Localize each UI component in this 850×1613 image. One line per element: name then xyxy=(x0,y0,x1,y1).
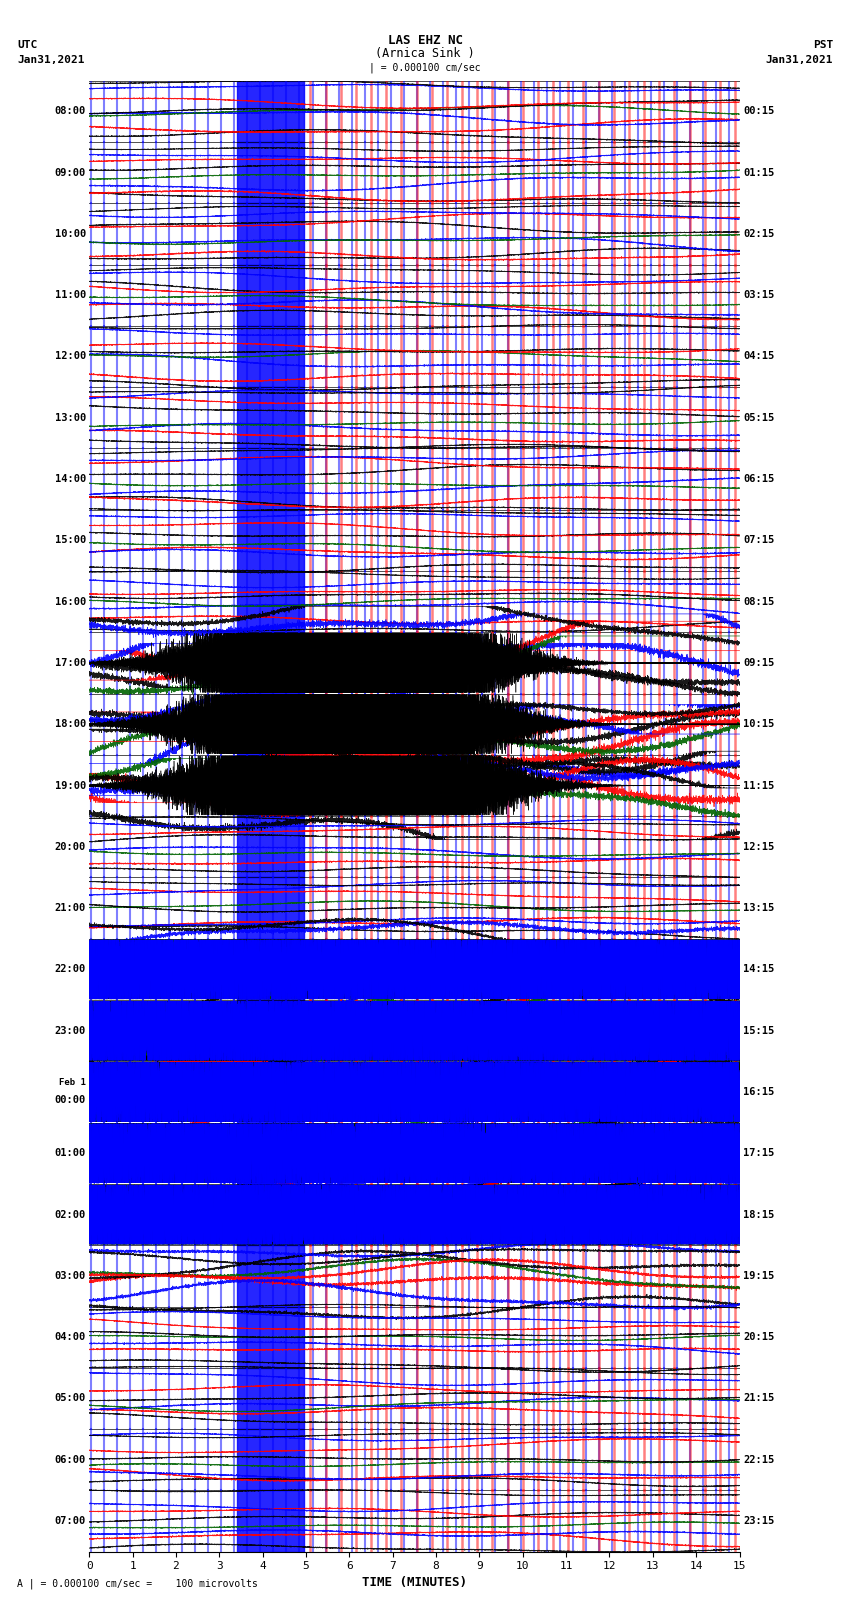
Text: 06:15: 06:15 xyxy=(743,474,774,484)
Text: 17:00: 17:00 xyxy=(54,658,86,668)
Text: 14:15: 14:15 xyxy=(743,965,774,974)
X-axis label: TIME (MINUTES): TIME (MINUTES) xyxy=(362,1576,467,1589)
Text: 18:15: 18:15 xyxy=(743,1210,774,1219)
Text: 11:00: 11:00 xyxy=(54,290,86,300)
Text: 03:15: 03:15 xyxy=(743,290,774,300)
Text: 01:15: 01:15 xyxy=(743,168,774,177)
Text: 15:00: 15:00 xyxy=(54,536,86,545)
Text: 07:00: 07:00 xyxy=(54,1516,86,1526)
Text: 14:00: 14:00 xyxy=(54,474,86,484)
Text: 06:00: 06:00 xyxy=(54,1455,86,1465)
Text: UTC: UTC xyxy=(17,40,37,50)
Text: 09:00: 09:00 xyxy=(54,168,86,177)
Text: 05:00: 05:00 xyxy=(54,1394,86,1403)
Text: 18:00: 18:00 xyxy=(54,719,86,729)
Text: 16:00: 16:00 xyxy=(54,597,86,606)
Text: 12:15: 12:15 xyxy=(743,842,774,852)
Text: 19:15: 19:15 xyxy=(743,1271,774,1281)
Text: 04:15: 04:15 xyxy=(743,352,774,361)
Text: 01:00: 01:00 xyxy=(54,1148,86,1158)
Text: 09:15: 09:15 xyxy=(743,658,774,668)
Text: 23:15: 23:15 xyxy=(743,1516,774,1526)
Text: 13:00: 13:00 xyxy=(54,413,86,423)
Text: Jan31,2021: Jan31,2021 xyxy=(766,55,833,65)
Text: 21:00: 21:00 xyxy=(54,903,86,913)
Text: 13:15: 13:15 xyxy=(743,903,774,913)
Text: 20:00: 20:00 xyxy=(54,842,86,852)
Text: 07:15: 07:15 xyxy=(743,536,774,545)
Text: LAS EHZ NC: LAS EHZ NC xyxy=(388,34,462,47)
Text: 16:15: 16:15 xyxy=(743,1087,774,1097)
Text: 23:00: 23:00 xyxy=(54,1026,86,1036)
Text: (Arnica Sink ): (Arnica Sink ) xyxy=(375,47,475,60)
Text: 22:00: 22:00 xyxy=(54,965,86,974)
Text: 04:00: 04:00 xyxy=(54,1332,86,1342)
Text: 19:00: 19:00 xyxy=(54,781,86,790)
Text: 10:15: 10:15 xyxy=(743,719,774,729)
Text: 21:15: 21:15 xyxy=(743,1394,774,1403)
Text: 00:00: 00:00 xyxy=(54,1095,86,1105)
Text: 02:00: 02:00 xyxy=(54,1210,86,1219)
Text: 00:15: 00:15 xyxy=(743,106,774,116)
Text: 08:00: 08:00 xyxy=(54,106,86,116)
Text: 12:00: 12:00 xyxy=(54,352,86,361)
Text: | = 0.000100 cm/sec: | = 0.000100 cm/sec xyxy=(369,63,481,74)
Text: Jan31,2021: Jan31,2021 xyxy=(17,55,84,65)
Text: 10:00: 10:00 xyxy=(54,229,86,239)
Text: 17:15: 17:15 xyxy=(743,1148,774,1158)
Text: 05:15: 05:15 xyxy=(743,413,774,423)
Text: 02:15: 02:15 xyxy=(743,229,774,239)
Text: 22:15: 22:15 xyxy=(743,1455,774,1465)
Text: 03:00: 03:00 xyxy=(54,1271,86,1281)
Text: PST: PST xyxy=(813,40,833,50)
Text: 11:15: 11:15 xyxy=(743,781,774,790)
Text: 15:15: 15:15 xyxy=(743,1026,774,1036)
Text: 08:15: 08:15 xyxy=(743,597,774,606)
Text: A | = 0.000100 cm/sec =    100 microvolts: A | = 0.000100 cm/sec = 100 microvolts xyxy=(17,1578,258,1589)
Text: 20:15: 20:15 xyxy=(743,1332,774,1342)
Text: Feb 1: Feb 1 xyxy=(59,1077,86,1087)
